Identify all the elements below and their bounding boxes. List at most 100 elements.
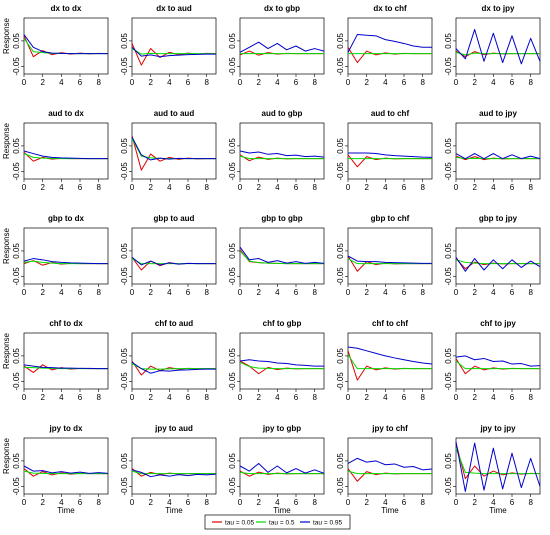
x-tick-label: 2: [472, 78, 477, 87]
panel-title: jpy to gbp: [262, 424, 301, 433]
x-tick-label: 6: [294, 393, 299, 402]
y-tick-label: 0.05: [120, 138, 129, 154]
panel-frame: [23, 122, 109, 180]
x-tick-label: 2: [364, 498, 369, 507]
y-tick-label: 0.05: [444, 348, 453, 364]
x-tick-label: 2: [40, 183, 45, 192]
panel-title: jpy to chf: [371, 424, 408, 433]
y-tick-label: -0.05: [12, 267, 21, 286]
x-tick-label: 6: [402, 498, 407, 507]
x-tick-label: 8: [96, 183, 101, 192]
panel-title: dx to dx: [51, 4, 82, 13]
x-tick-label: 0: [346, 183, 351, 192]
series-line-tau-0-5: [131, 48, 216, 55]
x-tick-label: 6: [402, 183, 407, 192]
series-line-tau-0-95: [239, 462, 325, 474]
x-tick-label: 4: [491, 393, 496, 402]
y-tick-label: 0.05: [120, 243, 129, 259]
y-axis-label: Response: [2, 227, 11, 264]
x-tick-label: 4: [491, 498, 496, 507]
panel-frame: [239, 332, 325, 390]
x-tick-label: 6: [510, 183, 515, 192]
x-tick-label: 6: [402, 78, 407, 87]
panel-title: chf to gbp: [263, 319, 302, 328]
y-tick-label: -0.05: [336, 267, 345, 286]
x-tick-label: 2: [40, 498, 45, 507]
y-tick-label: -0.05: [444, 57, 453, 76]
panel-frame: [23, 227, 109, 285]
x-tick-label: 2: [148, 498, 153, 507]
x-tick-label: 0: [238, 78, 243, 87]
x-tick-label: 2: [256, 183, 261, 192]
panel-title: gbp to gbp: [261, 214, 302, 223]
series-line-tau-0-95: [239, 150, 325, 158]
x-tick-label: 8: [420, 393, 425, 402]
series-line-tau-0-5: [347, 354, 432, 370]
series-line-tau-0-95: [455, 441, 541, 492]
panel: aud to chf 0 2 4 6 8 -0.05 0.05: [336, 109, 433, 192]
y-tick-label: 0.05: [120, 33, 129, 49]
y-tick-label: -0.05: [336, 57, 345, 76]
series-line-tau-0-95: [347, 34, 432, 53]
x-tick-label: 6: [78, 183, 83, 192]
y-axis-label: Response: [2, 122, 11, 159]
y-tick-label: 0.05: [12, 33, 21, 49]
y-tick-label: 0.05: [228, 453, 237, 469]
x-tick-label: 4: [59, 393, 64, 402]
x-tick-label: 6: [402, 393, 407, 402]
x-tick-label: 8: [420, 288, 425, 297]
y-tick-label: -0.05: [228, 57, 237, 76]
y-axis-label: Response: [2, 17, 11, 54]
x-tick-label: 6: [294, 498, 299, 507]
y-tick-label: 0.05: [444, 243, 453, 259]
series-line-tau-0-95: [455, 28, 541, 65]
x-tick-label: 2: [148, 288, 153, 297]
x-tick-label: 0: [346, 498, 351, 507]
x-tick-label: 0: [130, 393, 135, 402]
x-tick-label: 8: [528, 498, 533, 507]
y-tick-label: -0.05: [228, 267, 237, 286]
panel: jpy to jpy 0 2 4 6 8 -0.05 0.05 Time: [444, 424, 541, 515]
series-line-tau-0-05: [23, 151, 108, 162]
series-line-tau-0-5: [455, 156, 540, 160]
x-tick-label: 0: [130, 78, 135, 87]
panel: dx to chf 0 2 4 6 8 -0.05 0.05: [336, 4, 433, 87]
panel-title: dx to gbp: [264, 4, 300, 13]
y-tick-label: -0.05: [12, 477, 21, 496]
x-tick-label: 2: [364, 78, 369, 87]
y-tick-label: 0.05: [444, 138, 453, 154]
x-tick-label: 6: [78, 498, 83, 507]
x-tick-label: 8: [96, 78, 101, 87]
x-tick-label: 2: [40, 393, 45, 402]
x-tick-label: 2: [472, 183, 477, 192]
x-tick-label: 8: [204, 183, 209, 192]
x-tick-label: 8: [312, 78, 317, 87]
x-tick-label: 6: [186, 288, 191, 297]
y-tick-label: 0.05: [228, 138, 237, 154]
y-tick-label: 0.05: [120, 453, 129, 469]
x-tick-label: 6: [186, 498, 191, 507]
panel-frame: [131, 122, 217, 180]
panel-frame: [131, 17, 217, 75]
series-line-tau-0-05: [131, 135, 216, 171]
y-tick-label: -0.05: [444, 372, 453, 391]
panel-title: aud to jpy: [479, 109, 517, 118]
series-line-tau-0-95: [347, 457, 433, 471]
series-line-tau-0-5: [239, 155, 324, 160]
x-axis-label: Time: [57, 506, 75, 515]
panel-title: gbp to dx: [48, 214, 85, 223]
y-tick-label: -0.05: [120, 57, 129, 76]
panel-frame: [131, 332, 217, 390]
panel: jpy to chf 0 2 4 6 8 -0.05 0.05 Time: [336, 424, 433, 515]
x-tick-label: 0: [454, 393, 459, 402]
x-tick-label: 0: [22, 288, 27, 297]
x-tick-label: 4: [383, 393, 388, 402]
y-tick-label: 0.05: [228, 348, 237, 364]
x-tick-label: 6: [294, 78, 299, 87]
x-tick-label: 0: [454, 183, 459, 192]
panel-title: gbp to jpy: [479, 214, 518, 223]
x-tick-label: 0: [454, 288, 459, 297]
x-tick-label: 6: [186, 78, 191, 87]
